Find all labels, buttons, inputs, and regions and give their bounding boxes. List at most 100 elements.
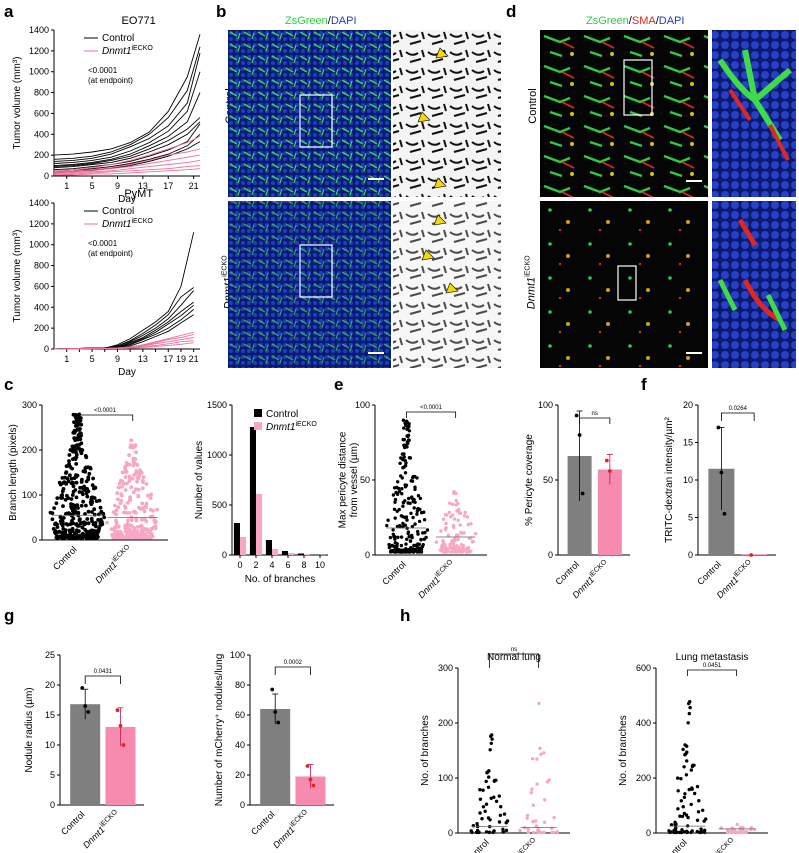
- data-point-control: [701, 808, 705, 812]
- data-point-ko: [457, 549, 461, 553]
- y-tick-label: 40: [235, 740, 245, 750]
- data-point-control: [398, 461, 402, 465]
- data-point-control: [680, 814, 685, 819]
- data-point-control: [98, 505, 103, 510]
- data-point-ko: [125, 481, 129, 486]
- data-point-control: [80, 486, 84, 490]
- chart-g1: 0 5 10 15 20 25 Nodule radius (µm) 0.0431 Contro…: [24, 650, 144, 850]
- data-point-control: [79, 422, 84, 427]
- data-point-control: [80, 686, 85, 690]
- y-tick-label: 0: [365, 550, 370, 560]
- data-point-ko: [129, 443, 134, 448]
- chart-title: PyMT: [124, 188, 153, 200]
- y-tick-label: 1500: [207, 400, 227, 410]
- data-point-control: [484, 779, 488, 784]
- y-tick-label: 100: [355, 400, 370, 410]
- y-tick-label: 10: [683, 475, 693, 485]
- data-point-ko: [440, 543, 444, 547]
- data-point-ko: [134, 532, 138, 537]
- data-point-ko: [462, 514, 467, 518]
- data-point-ko: [447, 510, 452, 515]
- data-point-ko: [738, 830, 742, 834]
- data-point-ko: [141, 475, 146, 479]
- data-point-control: [71, 484, 76, 489]
- data-point-control: [401, 418, 406, 422]
- data-point-control: [416, 542, 420, 546]
- y-tick-label: 20: [683, 400, 693, 410]
- data-point-control: [80, 521, 85, 525]
- data-point-control: [78, 437, 83, 441]
- data-point-control: [396, 535, 400, 539]
- data-point-ko: [113, 503, 117, 508]
- legend-label-ko: Dnmt1iECKO: [102, 218, 153, 230]
- panel-letter-f: f: [641, 375, 647, 394]
- data-point-control: [486, 785, 491, 789]
- data-point-control: [483, 809, 487, 813]
- data-point-ko: [140, 486, 145, 491]
- arrowhead-marker: [433, 214, 447, 226]
- data-point-ko: [125, 531, 129, 535]
- micrograph-d-title: ZsGreen/SMA/DAPI: [586, 15, 685, 27]
- series-line-control: [53, 34, 201, 156]
- data-point-ko: [113, 511, 117, 516]
- data-point-ko: [449, 550, 453, 554]
- data-point-control: [70, 493, 75, 497]
- data-point-control: [695, 818, 700, 822]
- data-point-ko: [545, 780, 550, 784]
- data-point-control: [488, 748, 492, 752]
- zoom-box: [299, 94, 333, 148]
- data-point-ko: [538, 830, 543, 835]
- data-point-ko: [456, 518, 460, 522]
- data-point-ko: [465, 515, 470, 519]
- y-tick-label: 5: [688, 513, 693, 523]
- data-point-control: [415, 476, 419, 480]
- data-point-ko: [119, 479, 124, 484]
- x-tick-label: 1: [64, 354, 69, 364]
- data-point-ko: [735, 822, 739, 827]
- x-tick-label: 8: [301, 560, 306, 570]
- data-point-ko: [543, 798, 547, 802]
- data-point-control: [87, 471, 92, 476]
- data-point-control: [412, 506, 416, 510]
- y-tick-label: 0: [688, 550, 693, 560]
- data-point-control: [487, 775, 491, 779]
- y-tick-label: 100: [230, 650, 245, 660]
- y-axis-label: Nodule radius (µm): [24, 687, 35, 772]
- data-point-control: [60, 519, 65, 524]
- data-point-control: [84, 503, 88, 508]
- data-point-control: [84, 455, 89, 460]
- data-point-ko: [137, 505, 141, 510]
- p-value-label: 0.0431: [94, 669, 113, 675]
- y-tick-label: 5: [50, 770, 55, 780]
- data-point-control: [689, 802, 693, 807]
- data-point-ko: [148, 496, 153, 500]
- data-point-control: [91, 476, 95, 481]
- x-tick-label: 5: [90, 181, 95, 191]
- data-point-ko: [448, 501, 452, 505]
- data-point-ko: [458, 523, 462, 527]
- data-point-control: [97, 498, 102, 503]
- x-label-control: Control: [51, 544, 79, 572]
- data-point-control: [83, 521, 88, 526]
- data-point-control: [66, 479, 71, 484]
- data-point-control: [56, 535, 61, 540]
- y-tick-label: 0: [44, 171, 49, 181]
- y-tick-label: 600: [34, 108, 49, 118]
- data-point-ko: [153, 519, 158, 523]
- data-point-ko: [115, 491, 120, 495]
- data-point-control: [69, 504, 73, 509]
- data-point-control: [94, 499, 99, 503]
- data-point-ko: [742, 830, 746, 835]
- data-point-control: [687, 701, 691, 706]
- x-tick-label: 13: [138, 354, 148, 364]
- x-axis-label: Day: [118, 367, 136, 378]
- data-point-control: [68, 473, 72, 478]
- data-point-control: [716, 425, 721, 430]
- y-tick-label: 400: [34, 129, 49, 139]
- y-tick-label: 1400: [29, 25, 49, 35]
- data-point-control: [580, 491, 585, 496]
- data-point-control: [695, 829, 699, 834]
- data-point-control: [74, 522, 79, 527]
- series-line-ko: [53, 159, 201, 175]
